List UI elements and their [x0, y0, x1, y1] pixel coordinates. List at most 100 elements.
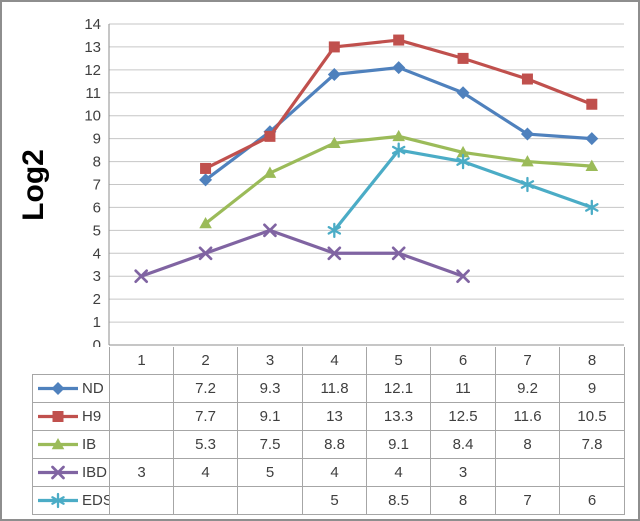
table-value-cell: 8.8 — [302, 430, 367, 459]
table-value-cell: 5 — [302, 486, 367, 515]
y-tick-label: 4 — [93, 245, 101, 262]
series-IBD-line — [140, 228, 464, 278]
table-value-cell: 6 — [559, 486, 625, 515]
table-value-cell: 11.6 — [495, 402, 560, 431]
asterisk-marker — [456, 153, 470, 170]
category-header-cell: 4 — [302, 347, 367, 375]
asterisk-marker — [520, 176, 535, 193]
triangle-marker — [328, 136, 341, 149]
diamond-marker — [585, 132, 599, 146]
legend-cell-H9: H9 — [32, 402, 110, 431]
diamond-marker — [327, 67, 341, 81]
table-value-cell — [109, 430, 174, 459]
table-row-H9: H9 7.7 9.1 13 13.3 12.5 11.6 10.5 — [32, 402, 625, 431]
legend-key-x-icon — [38, 465, 78, 480]
table-row-IB: IB 5.3 7.5 8.8 9.1 8.4 8 7.8 — [32, 430, 625, 459]
legend-label: EDS — [82, 492, 109, 509]
triangle-marker — [392, 129, 405, 142]
table-value-cell: 7.7 — [173, 402, 238, 431]
table-row-IBD: IBD 3 4 5 4 4 3 — [32, 458, 625, 487]
y-tick-label: 3 — [93, 268, 101, 285]
diamond-marker — [520, 127, 534, 141]
table-value-cell: 10.5 — [559, 402, 625, 431]
table-value-cell: 7.5 — [237, 430, 303, 459]
table-value-cell: 5 — [237, 458, 303, 487]
table-value-cell: 4 — [302, 458, 367, 487]
table-value-cell: 8 — [430, 486, 496, 515]
table-value-cell — [109, 486, 174, 515]
diamond-marker — [51, 382, 65, 395]
category-header-cell: 7 — [495, 347, 560, 375]
series-EDS — [327, 142, 599, 239]
y-tick-label: 6 — [93, 199, 101, 216]
legend-key-square-icon — [38, 411, 78, 422]
table-value-cell: 4 — [366, 458, 431, 487]
table-value-cell: 7 — [495, 486, 560, 515]
axes — [108, 24, 624, 346]
y-tick-label: 1 — [93, 314, 101, 331]
category-header-cell: 6 — [430, 347, 496, 375]
triangle-marker — [585, 159, 599, 171]
diamond-marker — [199, 173, 213, 187]
legend-key-asterisk-icon — [38, 492, 78, 509]
table-row-ND: ND 7.2 9.3 11.8 12.1 11 9.2 9 — [32, 374, 625, 403]
category-header-cell: 2 — [173, 347, 238, 375]
table-value-cell — [237, 486, 303, 515]
table-value-cell — [109, 374, 174, 403]
legend-cell-EDS: EDS — [32, 486, 110, 515]
square-marker — [328, 41, 340, 53]
legend-cell-IB: IB — [32, 430, 110, 459]
table-value-cell: 9 — [559, 374, 625, 403]
triangle-marker — [51, 438, 65, 450]
x-marker — [263, 223, 277, 238]
category-header-cell: 8 — [559, 347, 625, 375]
table-value-cell — [173, 486, 238, 515]
table-value-cell: 9.1 — [237, 402, 303, 431]
x-marker — [134, 269, 149, 284]
square-marker — [457, 52, 469, 64]
asterisk-marker — [585, 199, 599, 216]
series-IB — [199, 129, 599, 229]
y-tick-label: 8 — [93, 154, 101, 171]
table-value-cell: 9.1 — [366, 430, 431, 459]
y-tick-label: 5 — [93, 222, 101, 239]
square-marker — [521, 73, 533, 85]
square-marker — [264, 130, 276, 142]
x-marker — [51, 465, 65, 480]
table-value-cell: 8.4 — [430, 430, 496, 459]
table-value-cell: 3 — [109, 458, 174, 487]
category-header-cell: 5 — [366, 347, 431, 375]
asterisk-marker — [51, 492, 65, 509]
square-marker — [52, 411, 64, 422]
diamond-marker — [392, 61, 406, 75]
table-value-cell: 11 — [430, 374, 496, 403]
table-value-cell — [495, 458, 560, 487]
table-value-cell: 3 — [430, 458, 496, 487]
table-value-cell: 8 — [495, 430, 560, 459]
series-ND — [199, 61, 599, 187]
table-value-cell: 7.8 — [559, 430, 625, 459]
square-marker — [200, 162, 212, 174]
square-marker — [586, 98, 598, 110]
table-value-cell: 11.8 — [302, 374, 367, 403]
asterisk-marker — [391, 142, 406, 158]
chart-data-table: 1 2 3 4 5 6 7 8 ND 7.2 9.3 11.8 12.1 11 9.2 9 H9 7.7 9.1 13… — [32, 347, 625, 515]
series-IBD — [134, 223, 470, 284]
y-tick-label: 13 — [84, 39, 101, 56]
legend-key-triangle-icon — [38, 438, 78, 450]
asterisk-marker — [327, 222, 342, 239]
x-marker — [391, 246, 406, 261]
legend-cell-ND: ND — [32, 374, 110, 403]
table-value-cell: 13 — [302, 402, 367, 431]
y-tick-label: 7 — [93, 177, 101, 194]
triangle-marker — [456, 145, 470, 158]
table-value-cell: 12.5 — [430, 402, 496, 431]
table-value-cell: 8.5 — [366, 486, 431, 515]
table-value-cell: 7.2 — [173, 374, 238, 403]
legend-label: IB — [82, 436, 97, 453]
table-value-cell — [109, 402, 174, 431]
